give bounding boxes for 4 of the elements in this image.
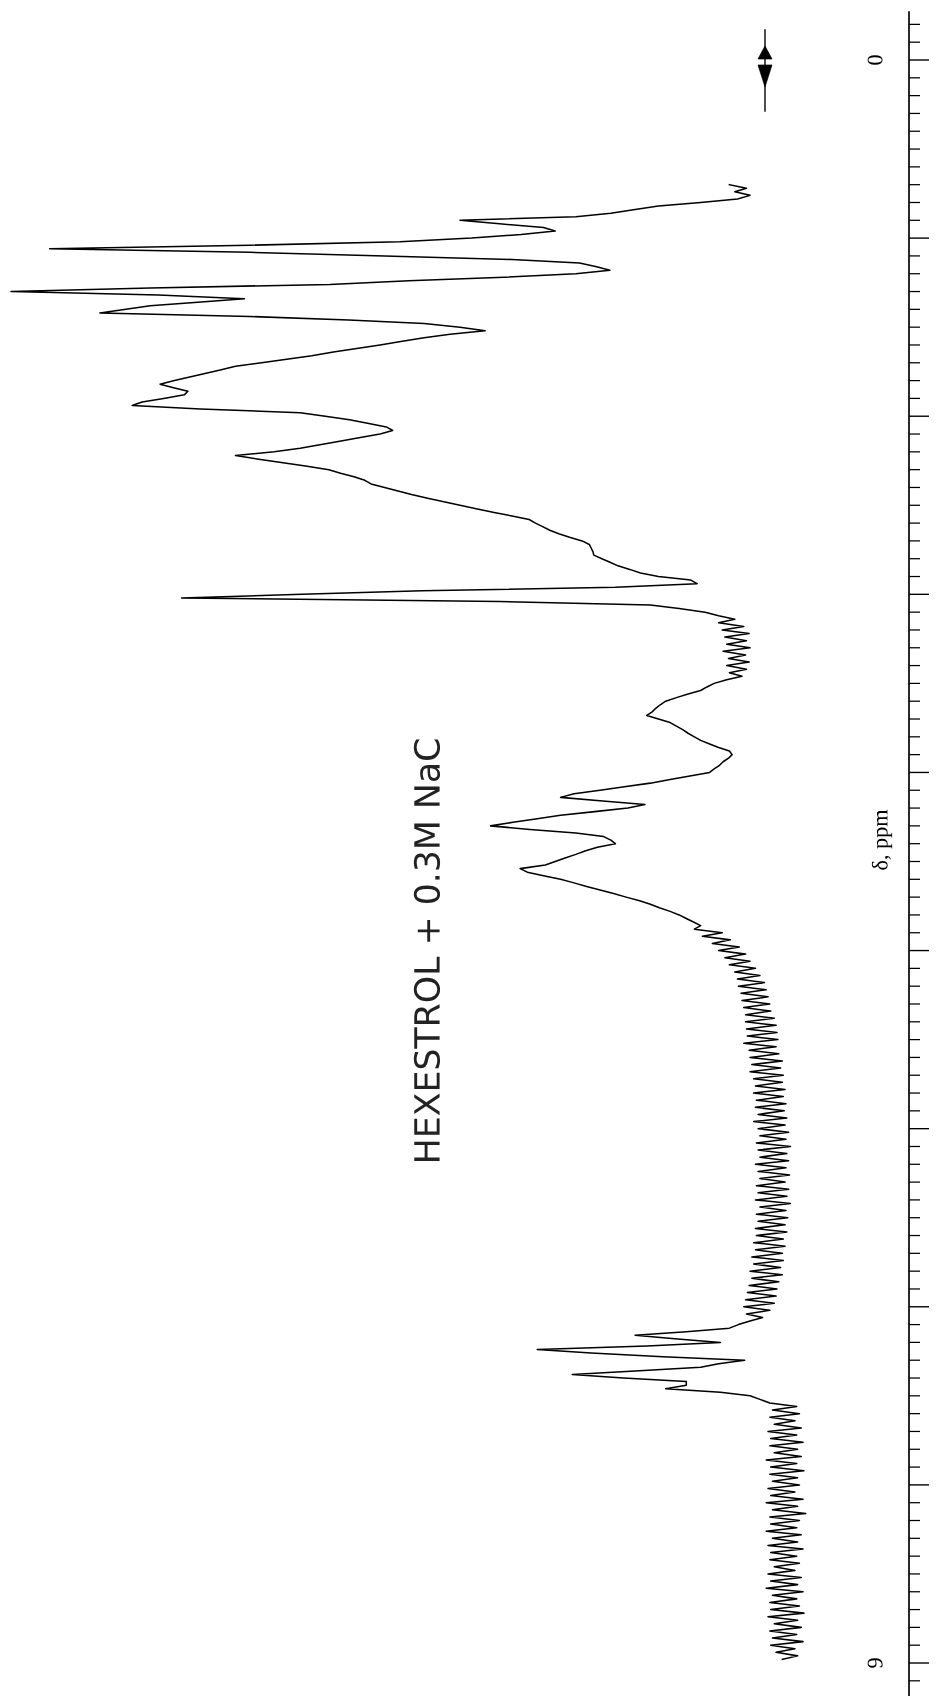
y-axis-title: δ, ppm: [871, 809, 893, 870]
y-tick-label: 9: [867, 1658, 883, 1668]
text: HEXESTROL + 0.3M NaC: [413, 739, 441, 1161]
y-tick-label: 0: [867, 55, 883, 65]
